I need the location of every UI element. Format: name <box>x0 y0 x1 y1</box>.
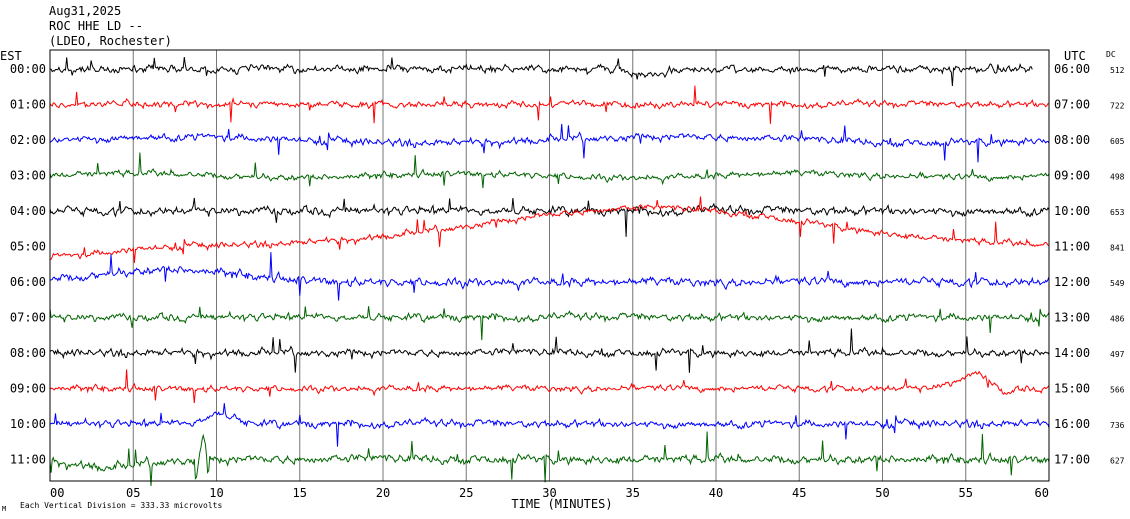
x-tick-label: 55 <box>959 486 973 500</box>
utc-hour-label: 10:00 <box>1054 204 1090 218</box>
x-tick-label: 10 <box>209 486 223 500</box>
scale-footer: Each Vertical Division = 333.33 microvol… <box>20 501 222 510</box>
est-hour-label: 05:00 <box>10 240 46 254</box>
x-tick-label: 05 <box>126 486 140 500</box>
utc-axis-label: UTC <box>1064 49 1086 63</box>
trace-row-3 <box>49 152 1050 189</box>
utc-hour-label: 17:00 <box>1054 453 1090 467</box>
x-tick-label: 45 <box>792 486 806 500</box>
x-tick-label: 40 <box>709 486 723 500</box>
x-tick-label: 00 <box>50 486 64 500</box>
trace-row-6 <box>49 252 1050 301</box>
trace-row-4 <box>49 197 1050 237</box>
dc-offset-value: 497 <box>1110 350 1125 359</box>
chart-date: Aug31,2025 <box>49 4 122 18</box>
dc-offset-value: 841 <box>1110 244 1125 253</box>
station-network: (LDEO, Rochester) <box>49 34 172 48</box>
est-hour-label: 03:00 <box>10 169 46 183</box>
utc-hour-label: 15:00 <box>1054 382 1090 396</box>
plot-frame <box>49 49 1050 482</box>
x-tick-label: 25 <box>459 486 473 500</box>
est-hour-label: 11:00 <box>10 453 46 467</box>
dc-column-label: DC <box>1106 50 1116 59</box>
dc-offset-value: 498 <box>1110 173 1125 182</box>
trace-row-0 <box>49 57 1033 87</box>
est-hour-label: 00:00 <box>10 62 46 76</box>
station-code: ROC HHE LD -- <box>49 19 143 33</box>
est-hour-label: 08:00 <box>10 346 46 360</box>
plot-grid <box>132 50 967 481</box>
x-tick-label: 20 <box>376 486 390 500</box>
dc-offset-value: 486 <box>1110 315 1125 324</box>
chart-header: Aug31,2025 ROC HHE LD -- (LDEO, Rocheste… <box>49 4 172 49</box>
utc-hour-label: 12:00 <box>1054 275 1090 289</box>
utc-hour-label: 09:00 <box>1054 169 1090 183</box>
seismic-traces <box>49 57 1050 487</box>
est-hour-label: 09:00 <box>10 382 46 396</box>
x-tick-label: 30 <box>542 486 556 500</box>
utc-hour-label: 06:00 <box>1054 62 1090 76</box>
trace-row-11 <box>49 431 1050 487</box>
est-hour-label: 10:00 <box>10 417 46 431</box>
x-tick-label: 50 <box>875 486 889 500</box>
trace-row-7 <box>49 306 1050 341</box>
dc-offset-value: 736 <box>1110 421 1125 430</box>
trace-row-8 <box>49 328 1050 373</box>
est-hour-label: 07:00 <box>10 311 46 325</box>
est-axis-label: EST <box>0 49 22 63</box>
x-tick-label: 35 <box>626 486 640 500</box>
utc-hour-label: 07:00 <box>1054 98 1090 112</box>
utc-hour-label: 11:00 <box>1054 240 1090 254</box>
est-hour-label: 02:00 <box>10 133 46 147</box>
est-hour-label: 01:00 <box>10 98 46 112</box>
x-tick-label: 15 <box>293 486 307 500</box>
dc-offset-value: 566 <box>1110 386 1125 395</box>
utc-hour-label: 08:00 <box>1054 133 1090 147</box>
est-hour-label: 04:00 <box>10 204 46 218</box>
x-tick-label: 60 <box>1035 486 1049 500</box>
x-axis-title: TIME (MINUTES) <box>511 497 612 511</box>
trace-row-1 <box>49 85 1050 124</box>
trace-row-9 <box>49 369 1050 404</box>
dc-offset-value: 605 <box>1110 137 1125 146</box>
dc-offset-value: 627 <box>1110 457 1125 466</box>
dc-offset-value: 722 <box>1110 102 1125 111</box>
scale-symbol: M <box>2 505 6 513</box>
utc-hour-label: 13:00 <box>1054 311 1090 325</box>
utc-hour-label: 16:00 <box>1054 417 1090 431</box>
utc-hour-label: 14:00 <box>1054 346 1090 360</box>
est-hour-label: 06:00 <box>10 275 46 289</box>
trace-row-5 <box>50 196 1050 263</box>
dc-offset-value: 549 <box>1110 279 1125 288</box>
dc-offset-value: 653 <box>1110 208 1125 217</box>
trace-row-2 <box>49 123 1050 163</box>
trace-row-10 <box>49 403 1050 447</box>
dc-offset-value: 512 <box>1110 66 1125 75</box>
